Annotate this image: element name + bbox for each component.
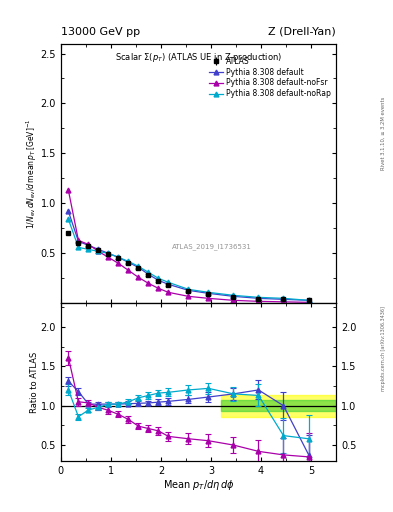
Y-axis label: Ratio to ATLAS: Ratio to ATLAS [30,351,39,413]
Pythia 8.308 default [166,281,171,287]
Legend: ATLAS, Pythia 8.308 default, Pythia 8.308 default-noFsr, Pythia 8.308 default-no: ATLAS, Pythia 8.308 default, Pythia 8.30… [208,55,332,100]
Pythia 8.308 default [186,287,191,293]
Pythia 8.308 default [146,271,151,278]
Pythia 8.308 default [281,296,286,303]
Pythia 8.308 default-noRap [156,275,161,282]
Pythia 8.308 default [136,264,141,270]
Pythia 8.308 default-noFsr [256,298,261,305]
Pythia 8.308 default [116,254,121,261]
Pythia 8.308 default [126,259,131,265]
Pythia 8.308 default-noFsr [86,241,91,247]
Bar [221,395,336,417]
Line: Pythia 8.308 default-noRap: Pythia 8.308 default-noRap [66,217,311,303]
Pythia 8.308 default-noRap [136,263,141,269]
Text: 13000 GeV pp: 13000 GeV pp [61,27,140,37]
Pythia 8.308 default-noRap [281,295,286,302]
Pythia 8.308 default-noRap [146,269,151,275]
Pythia 8.308 default-noFsr [66,187,71,194]
Pythia 8.308 default-noRap [166,279,171,285]
Pythia 8.308 default-noFsr [116,260,121,266]
Pythia 8.308 default-noRap [256,294,261,301]
Pythia 8.308 default [206,290,211,296]
Pythia 8.308 default-noRap [86,246,91,252]
Pythia 8.308 default-noFsr [231,297,236,304]
Pythia 8.308 default-noRap [106,250,111,257]
Pythia 8.308 default [86,242,91,248]
Text: Scalar $\Sigma(p_T)$ (ATLAS UE in Z production): Scalar $\Sigma(p_T)$ (ATLAS UE in Z prod… [115,51,282,65]
Pythia 8.308 default-noFsr [106,254,111,261]
Pythia 8.308 default [231,293,236,300]
Pythia 8.308 default-noFsr [306,300,311,306]
Pythia 8.308 default-noFsr [186,293,191,300]
Pythia 8.308 default-noRap [66,217,71,223]
Bar [221,400,336,411]
Pythia 8.308 default-noRap [126,258,131,264]
Text: mcplots.cern.ch [arXiv:1306.3436]: mcplots.cern.ch [arXiv:1306.3436] [381,306,386,391]
Pythia 8.308 default-noRap [306,297,311,304]
Text: Z (Drell-Yan): Z (Drell-Yan) [268,27,336,37]
Pythia 8.308 default [96,246,101,252]
Pythia 8.308 default-noRap [96,248,101,254]
X-axis label: Mean $p_T/d\eta\,d\phi$: Mean $p_T/d\eta\,d\phi$ [163,478,234,493]
Y-axis label: $1/N_{\rm ev}\,dN_{\rm ev}/d\,{\rm mean}\,p_T\,[{\rm GeV}]^{-1}$: $1/N_{\rm ev}\,dN_{\rm ev}/d\,{\rm mean}… [25,118,39,229]
Pythia 8.308 default [106,250,111,257]
Pythia 8.308 default-noFsr [96,248,101,254]
Pythia 8.308 default-noRap [116,254,121,261]
Pythia 8.308 default-noFsr [136,274,141,281]
Pythia 8.308 default [156,278,161,284]
Pythia 8.308 default-noFsr [146,280,151,286]
Pythia 8.308 default-noFsr [206,295,211,302]
Pythia 8.308 default [256,295,261,302]
Text: ATLAS_2019_I1736531: ATLAS_2019_I1736531 [172,243,252,249]
Pythia 8.308 default-noRap [76,244,81,250]
Pythia 8.308 default-noFsr [166,289,171,295]
Pythia 8.308 default-noFsr [281,299,286,305]
Pythia 8.308 default-noRap [206,289,211,295]
Pythia 8.308 default-noFsr [156,285,161,291]
Pythia 8.308 default-noRap [186,286,191,292]
Pythia 8.308 default-noFsr [76,237,81,243]
Text: Rivet 3.1.10, ≥ 3.2M events: Rivet 3.1.10, ≥ 3.2M events [381,96,386,170]
Pythia 8.308 default-noRap [231,292,236,298]
Pythia 8.308 default [306,297,311,304]
Line: Pythia 8.308 default-noFsr: Pythia 8.308 default-noFsr [66,188,311,305]
Pythia 8.308 default-noFsr [126,267,131,273]
Line: Pythia 8.308 default: Pythia 8.308 default [66,209,311,303]
Pythia 8.308 default [76,238,81,244]
Pythia 8.308 default [66,208,71,215]
